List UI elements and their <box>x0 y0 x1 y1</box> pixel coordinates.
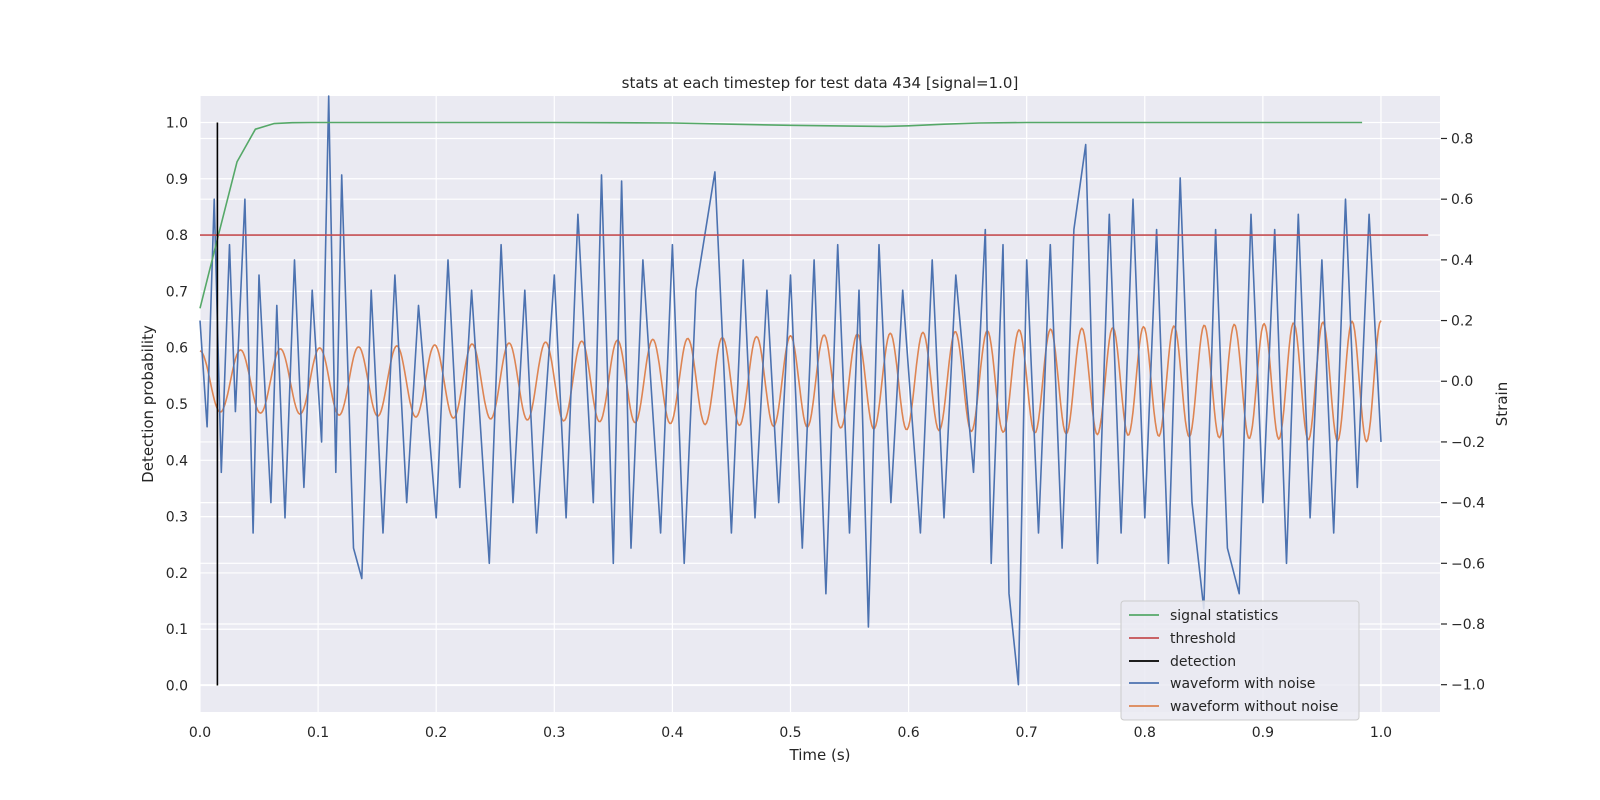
y2-tick-label-7: 0.4 <box>1451 253 1473 269</box>
y2-tick-label-1: −0.8 <box>1451 617 1485 633</box>
y2-tick-label-3: −0.4 <box>1451 496 1485 512</box>
x-tick-label-4: 0.4 <box>661 725 683 741</box>
x-tick-label-2: 0.2 <box>425 725 447 741</box>
y2-tick-label-2: −0.6 <box>1451 556 1485 572</box>
x-tick-label-0: 0.0 <box>189 725 211 741</box>
y-tick-label-8: 0.8 <box>166 228 188 244</box>
y-tick-label-7: 0.7 <box>166 284 188 300</box>
series-line-waveform-without-noise <box>199 320 1382 443</box>
legend-label-detection: detection <box>1170 654 1236 670</box>
y2-tick-label-9: 0.8 <box>1451 131 1473 147</box>
y-tick-label-3: 0.3 <box>166 510 188 526</box>
legend-label-waveform-with-noise: waveform with noise <box>1170 676 1315 692</box>
x-axis-ticks: 0.0 0.1 0.2 0.3 0.4 0.5 0.6 0.7 0.8 0.9 1.0 <box>189 725 1392 741</box>
legend-label-threshold: threshold <box>1170 631 1236 647</box>
y-axis-label: Detection probability <box>139 325 157 483</box>
y2-axis-ticks: −1.0 −0.8 −0.6 −0.4 −0.2 0.0 0.2 0.4 0.6 0.8 <box>1441 131 1485 694</box>
x-axis-label: Time (s) <box>789 746 851 764</box>
x-tick-label-8: 0.8 <box>1134 725 1156 741</box>
series-line-waveform-with-noise <box>199 95 1382 686</box>
legend-label-signal-statistics: signal statistics <box>1170 608 1278 624</box>
legend-label-waveform-without-noise: waveform without noise <box>1170 699 1338 715</box>
x-tick-label-9: 0.9 <box>1252 725 1274 741</box>
y2-tick-label-5: 0.0 <box>1451 374 1473 390</box>
x-tick-label-6: 0.6 <box>897 725 919 741</box>
y-tick-label-6: 0.6 <box>166 341 188 357</box>
x-tick-label-1: 0.1 <box>307 725 329 741</box>
y-tick-label-0: 0.0 <box>166 679 188 695</box>
y2-tick-label-0: −1.0 <box>1451 678 1485 694</box>
y-tick-label-4: 0.4 <box>166 453 188 469</box>
series-line-signal-statistics <box>199 121 1363 309</box>
legend-item-waveform-with-noise: waveform with noise <box>1129 676 1315 692</box>
legend-item-detection: detection <box>1129 654 1236 670</box>
series-layer <box>199 95 1429 686</box>
chart-title: stats at each timestep for test data 434… <box>622 74 1019 92</box>
legend-item-signal-statistics: signal statistics <box>1129 608 1278 624</box>
x-tick-label-3: 0.3 <box>543 725 565 741</box>
legend-item-threshold: threshold <box>1129 631 1236 647</box>
y-tick-label-2: 0.2 <box>166 566 188 582</box>
y-tick-label-5: 0.5 <box>166 397 188 413</box>
y-tick-label-9: 0.9 <box>166 172 188 188</box>
legend-item-waveform-without-noise: waveform without noise <box>1129 699 1338 715</box>
y-axis-ticks: 0.0 0.1 0.2 0.3 0.4 0.5 0.6 0.7 0.8 0.9 1.0 <box>166 115 188 694</box>
x-tick-label-10: 1.0 <box>1370 725 1392 741</box>
y2-tick-label-8: 0.6 <box>1451 192 1473 208</box>
legend-box <box>1120 600 1360 721</box>
y2-axis-label: Strain <box>1493 382 1511 426</box>
y2-tick-label-6: 0.2 <box>1451 314 1473 330</box>
x-tick-label-5: 0.5 <box>779 725 801 741</box>
y2-tick-label-4: −0.2 <box>1451 435 1485 451</box>
y-tick-label-10: 1.0 <box>166 115 188 131</box>
legend: signal statistics threshold detection wa… <box>1120 600 1360 721</box>
x-tick-label-7: 0.7 <box>1016 725 1038 741</box>
y-tick-label-1: 0.1 <box>166 622 188 638</box>
